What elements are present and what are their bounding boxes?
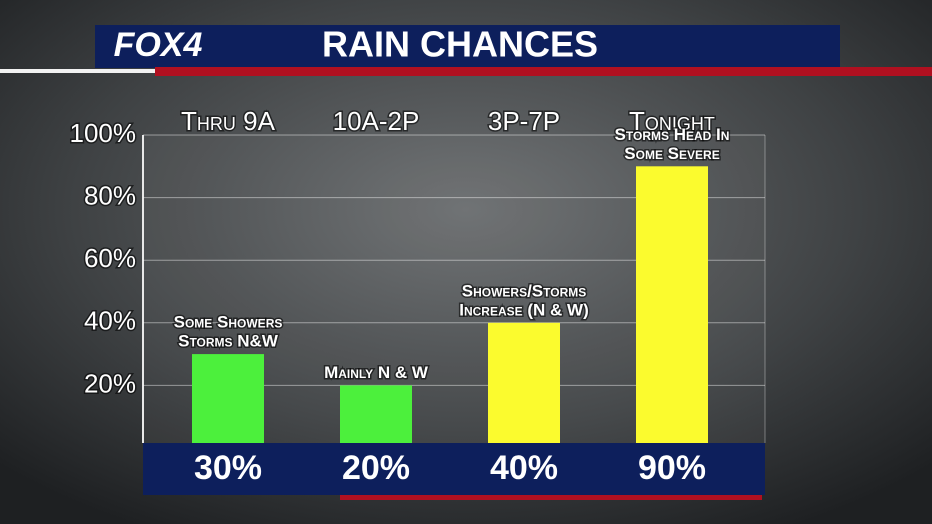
- red-rule: [155, 67, 932, 76]
- x-tick-label: Tonight: [629, 106, 715, 136]
- y-tick-label: 100%: [70, 118, 137, 148]
- logo: FOX4: [114, 26, 203, 64]
- bar-annotation: Storms N&W: [178, 332, 279, 351]
- bar-annotation: Some Showers: [174, 313, 283, 332]
- chart-title: RAIN CHANCES: [322, 24, 598, 65]
- bar-annotation: Storms Head In: [615, 125, 730, 144]
- y-tick-label: 60%: [84, 243, 136, 273]
- bar: [636, 166, 708, 449]
- y-tick-label: 20%: [84, 368, 136, 398]
- title-banner: [95, 25, 840, 68]
- value-label: 30%: [194, 449, 262, 487]
- white-rule: [0, 69, 160, 73]
- bar-annotation: Some Severe: [624, 144, 719, 163]
- x-tick-label: 10A-2P: [333, 106, 420, 136]
- value-band: [143, 443, 765, 495]
- bar: [192, 354, 264, 448]
- value-label: 40%: [490, 449, 558, 487]
- x-tick-label: 3P-7P: [488, 106, 560, 136]
- y-tick-label: 40%: [84, 306, 136, 336]
- bar-annotation: Mainly N & W: [324, 363, 429, 382]
- x-tick-label: Thru 9A: [181, 106, 276, 136]
- y-tick-label: 80%: [84, 180, 136, 210]
- bar-annotation: Increase (N & W): [459, 300, 589, 319]
- value-label: 20%: [342, 449, 410, 487]
- bar: [488, 322, 560, 448]
- bar: [340, 385, 412, 448]
- bottom-rule: [340, 495, 762, 500]
- bar-annotation: Showers/Storms: [462, 281, 587, 300]
- value-label: 90%: [638, 449, 706, 487]
